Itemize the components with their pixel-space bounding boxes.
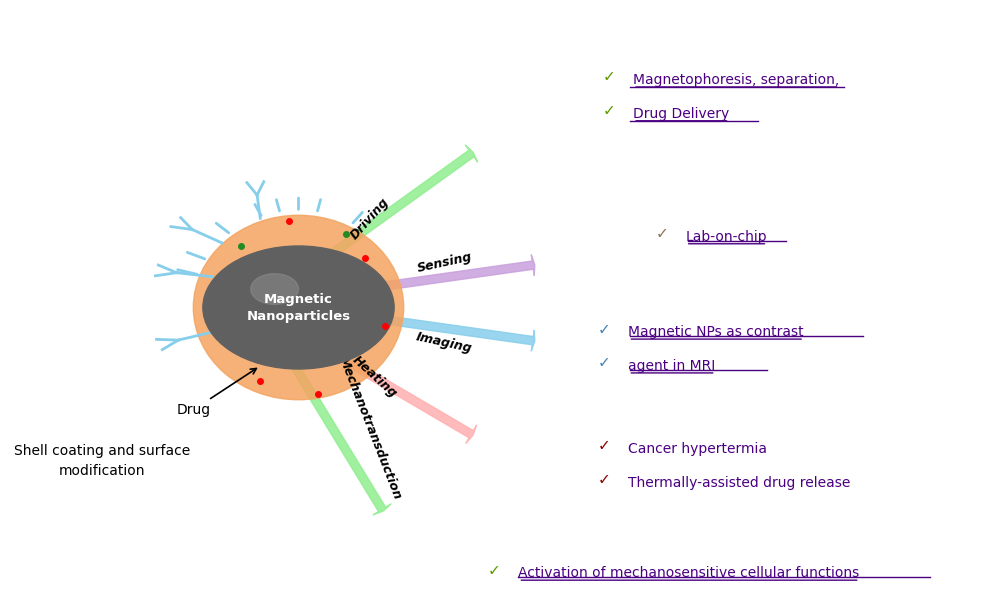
Text: Heating: Heating: [350, 353, 399, 400]
Text: Thermally-assisted drug release: Thermally-assisted drug release: [628, 476, 850, 490]
Text: Driving: Driving: [348, 195, 391, 242]
Text: Magnetic NPs as contrast: Magnetic NPs as contrast: [628, 325, 804, 339]
Text: Imaging: Imaging: [415, 330, 473, 355]
Circle shape: [203, 246, 393, 369]
Text: Drug: Drug: [176, 368, 256, 417]
Circle shape: [250, 274, 298, 304]
Text: Drug Delivery: Drug Delivery: [633, 107, 729, 121]
Text: Shell coating and surface
modification: Shell coating and surface modification: [15, 445, 190, 478]
Text: ✓: ✓: [602, 69, 615, 84]
Text: ✓: ✓: [655, 226, 668, 241]
Text: ✓: ✓: [598, 322, 610, 336]
Text: ✓: ✓: [488, 563, 501, 577]
Text: Magnetic
Nanoparticles: Magnetic Nanoparticles: [246, 293, 350, 322]
Text: Activation of mechanosensitive cellular functions: Activation of mechanosensitive cellular …: [518, 566, 859, 580]
Text: ✓: ✓: [598, 438, 610, 453]
Text: Sensing: Sensing: [415, 250, 472, 276]
Text: agent in MRI: agent in MRI: [628, 359, 715, 373]
Text: ✓: ✓: [602, 103, 615, 118]
Text: ✓: ✓: [598, 355, 610, 370]
Text: Mechanotransduction: Mechanotransduction: [336, 354, 404, 501]
Text: Cancer hypertermia: Cancer hypertermia: [628, 442, 767, 456]
Text: Magnetophoresis, separation,: Magnetophoresis, separation,: [633, 73, 838, 87]
Text: Lab-on-chip: Lab-on-chip: [685, 230, 767, 244]
Ellipse shape: [193, 215, 403, 400]
Text: ✓: ✓: [598, 472, 610, 487]
